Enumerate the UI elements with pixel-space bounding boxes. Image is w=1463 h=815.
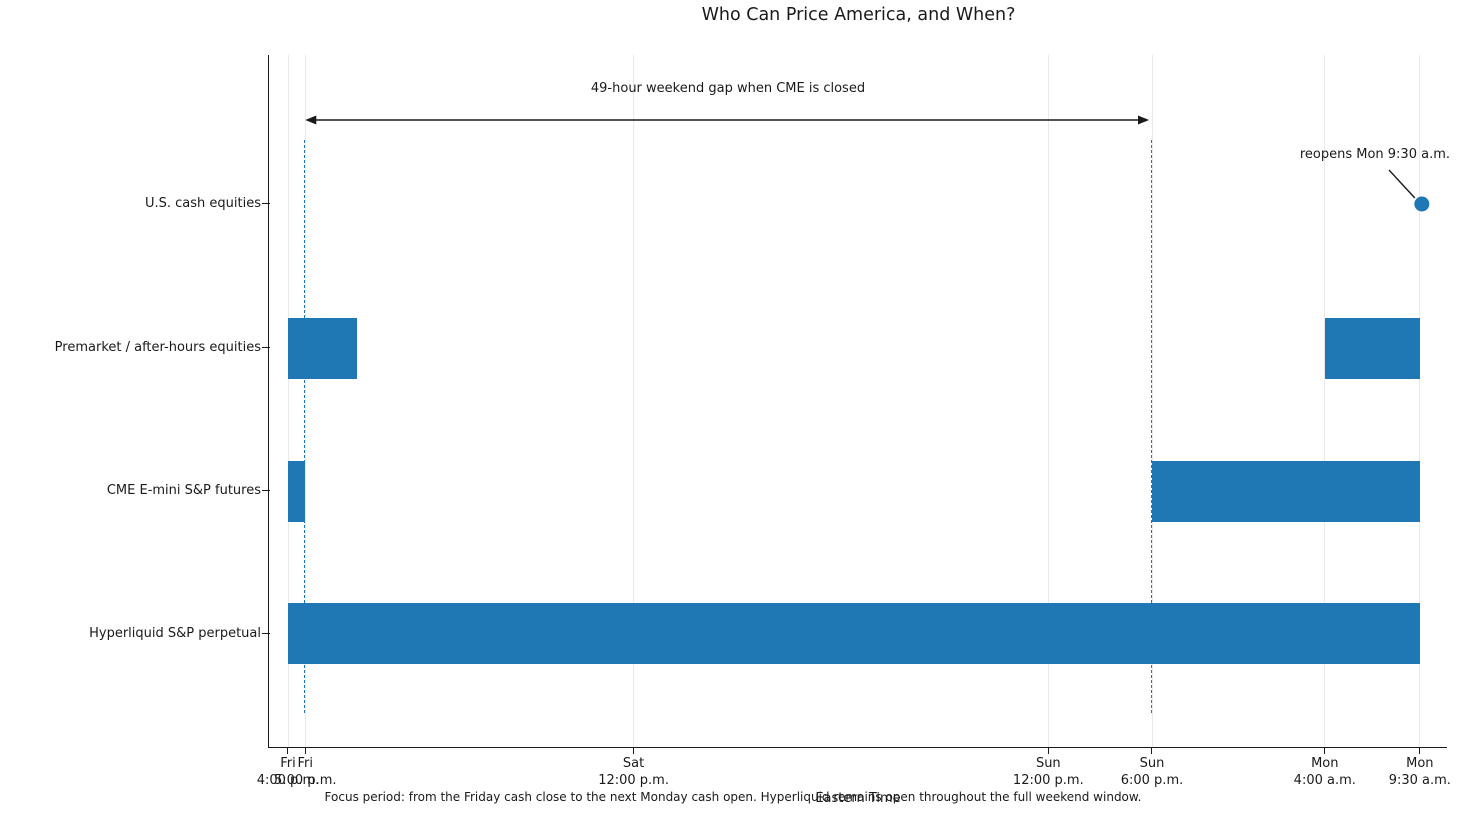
- x-tickmark-3: [1047, 748, 1049, 754]
- x-ticklabel-1: Fri 5:00 p.m.: [235, 755, 375, 789]
- gap-annotation-label: 49-hour weekend gap when CME is closed: [590, 81, 866, 96]
- bar-row3-0: [288, 603, 1420, 664]
- y-ticklabel-3: Hyperliquid S&P perpetual: [89, 625, 261, 641]
- x-ticklabel-2: Sat 12:00 p.m.: [564, 755, 704, 789]
- gridline-0: [287, 55, 289, 748]
- y-tickmark-1: [262, 347, 270, 349]
- bar-row1-1: [1324, 317, 1420, 379]
- gridline-6: [1419, 55, 1421, 748]
- x-tickmark-5: [1324, 748, 1326, 754]
- x-ticklabel-day-3: Sun: [1035, 756, 1061, 771]
- gridline-5: [1324, 55, 1326, 748]
- x-tickmark-6: [1419, 748, 1421, 754]
- x-tickmark-0: [287, 748, 289, 754]
- y-axis-spine: [268, 55, 270, 748]
- x-ticklabel-day-5: Mon: [1311, 756, 1339, 771]
- x-ticklabel-day-4: Sun: [1139, 756, 1165, 771]
- x-ticklabel-time-4: 6:00 p.m.: [1120, 773, 1184, 788]
- x-ticklabel-6: Mon 9:30 a.m.: [1350, 755, 1463, 789]
- gridline-1: [304, 55, 306, 748]
- x-ticklabel-time-6: 9:30 a.m.: [1388, 773, 1451, 788]
- figure-caption: Focus period: from the Friday cash close…: [324, 790, 1142, 804]
- bar-row1-0: [288, 317, 358, 379]
- y-tickmark-0: [262, 203, 270, 205]
- x-ticklabel-time-5: 4:00 a.m.: [1293, 773, 1356, 788]
- dashed-guide-1: [1151, 140, 1152, 713]
- y-ticklabel-0: U.S. cash equities: [144, 196, 261, 211]
- x-ticklabel-3: Sun 12:00 p.m.: [978, 755, 1118, 789]
- y-ticklabel-1: Premarket / after-hours equities: [54, 340, 261, 355]
- x-ticklabel-time-3: 12:00 p.m.: [1012, 773, 1084, 788]
- gridline-4: [1151, 55, 1153, 748]
- y-tickmark-2: [262, 490, 270, 492]
- gridline-2: [633, 55, 635, 748]
- x-ticklabel-day-1: Fri: [297, 756, 314, 771]
- chart-title: Who Can Price America, and When?: [701, 5, 1016, 25]
- x-ticklabel-day-2: Sat: [622, 756, 645, 771]
- x-ticklabel-day-6: Mon: [1406, 756, 1434, 771]
- gridline-3: [1047, 55, 1049, 748]
- x-tickmark-2: [632, 748, 634, 754]
- x-ticklabel-0: Fri 4:00 p.m.: [218, 755, 358, 789]
- x-ticklabel-time-0: 4:00 p.m.: [256, 773, 320, 788]
- x-axis-label: Eastern Time: [815, 791, 901, 806]
- x-axis-spine: [268, 747, 1447, 749]
- x-tickmark-1: [304, 748, 306, 754]
- x-ticklabel-day-0: Fri: [280, 756, 296, 771]
- x-ticklabel-4: Sun 6:00 p.m.: [1082, 755, 1222, 789]
- x-tickmark-4: [1151, 748, 1153, 754]
- y-ticklabel-2: CME E-mini S&P futures: [106, 483, 261, 498]
- y-tickmark-3: [262, 632, 270, 634]
- bar-row2-0: [288, 460, 306, 522]
- bar-row2-1: [1152, 460, 1420, 522]
- x-ticklabel-time-2: 12:00 p.m.: [598, 773, 669, 788]
- reopen-annotation-label: reopens Mon 9:30 a.m.: [1299, 147, 1450, 162]
- x-ticklabel-5: Mon 4:00 a.m.: [1255, 755, 1395, 789]
- dashed-guide-0: [304, 140, 306, 713]
- x-ticklabel-time-1: 5:00 p.m.: [274, 773, 337, 788]
